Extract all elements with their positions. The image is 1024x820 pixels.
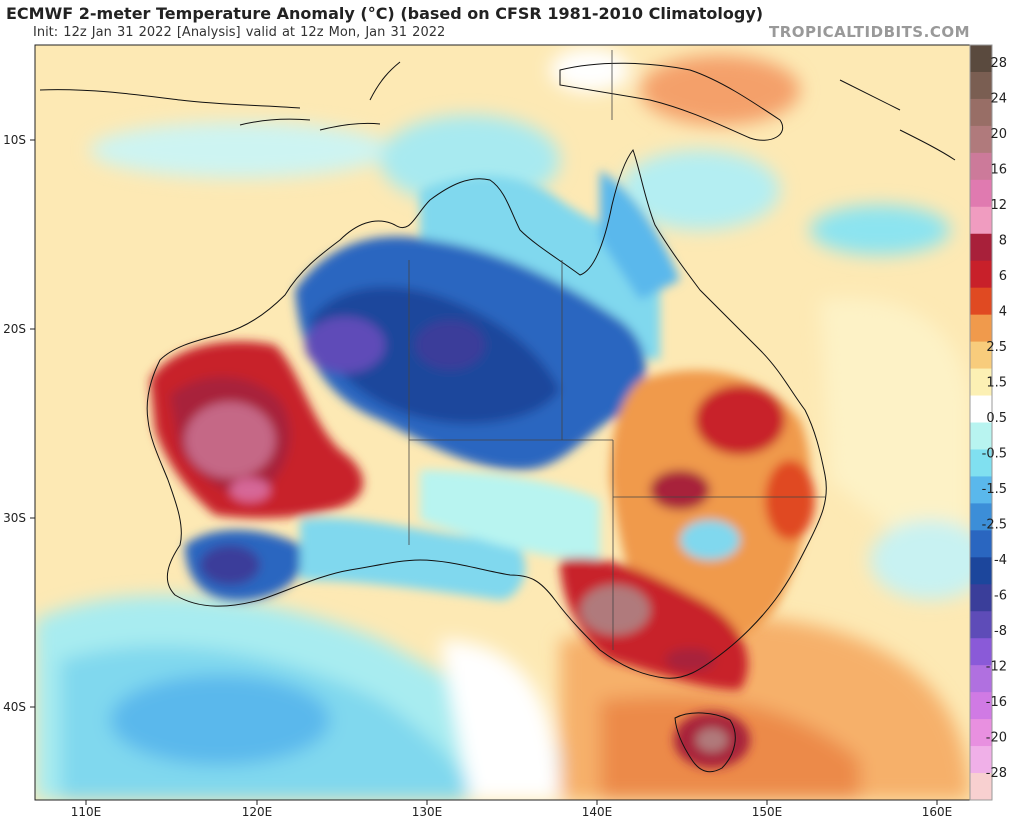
colorbar-label: 24	[990, 92, 1007, 107]
colorbar-label: -6	[994, 589, 1007, 604]
colorbar-labels: 28 24 20 16 12 8 6 4 2.5 1.5 0.5 -0.5 -1.5 -2.5 -4 -6 -8…	[982, 56, 1007, 781]
colorbar-label: 4	[999, 305, 1007, 320]
brand-watermark: TROPICALTIDBITS.COM	[769, 23, 970, 41]
lat-label-10s: 10S	[3, 133, 26, 147]
colorbar-swatch	[970, 611, 992, 639]
colorbar-label: -20	[986, 731, 1007, 746]
colorbar-label: 12	[990, 198, 1007, 213]
colorbar-swatch	[970, 233, 992, 262]
colorbar	[969, 44, 993, 801]
colorbar-swatch	[970, 206, 992, 235]
colorbar-label: -16	[986, 695, 1007, 710]
lon-label-120e: 120E	[242, 805, 273, 819]
colorbar-swatch	[970, 449, 992, 477]
colorbar-swatch	[970, 287, 992, 316]
colorbar-label: -2.5	[982, 518, 1007, 533]
colorbar-swatch	[970, 503, 992, 531]
lat-label-40s: 40S	[3, 700, 26, 714]
lon-label-160e: 160E	[922, 805, 953, 819]
lon-axis: 110E 120E 130E 140E 150E 160E	[71, 800, 953, 819]
colorbar-label: -4	[994, 553, 1007, 568]
colorbar-swatch	[970, 422, 992, 450]
colorbar-swatch	[970, 638, 992, 666]
lon-label-140e: 140E	[582, 805, 613, 819]
colorbar-swatch	[970, 476, 992, 504]
colorbar-swatch	[970, 530, 992, 558]
colorbar-swatch	[970, 584, 992, 612]
colorbar-swatch	[970, 341, 992, 370]
colorbar-swatch	[970, 179, 992, 208]
colorbar-swatch	[970, 125, 992, 154]
colorbar-label: -12	[986, 660, 1007, 675]
colorbar-swatch	[970, 98, 992, 127]
colorbar-swatch	[970, 773, 992, 801]
colorbar-swatch	[970, 746, 992, 774]
map-subtitle: Init: 12z Jan 31 2022 [Analysis] valid a…	[33, 25, 446, 40]
colorbar-label: -1.5	[982, 482, 1007, 497]
colorbar-swatch	[970, 71, 992, 100]
colorbar-label: -0.5	[982, 447, 1007, 462]
colorbar-swatch	[970, 260, 992, 289]
colorbar-swatch	[970, 719, 992, 747]
lat-label-20s: 20S	[3, 322, 26, 336]
colorbar-swatch	[970, 692, 992, 720]
colorbar-label: -8	[994, 624, 1007, 639]
colorbar-swatch	[970, 665, 992, 693]
colorbar-swatch	[970, 314, 992, 343]
lon-label-110e: 110E	[71, 805, 102, 819]
colorbar-swatch	[970, 45, 992, 73]
state-borders	[408, 50, 825, 650]
colorbar-label: 8	[999, 234, 1007, 249]
colorbar-swatch	[970, 557, 992, 585]
colorbar-label: 2.5	[986, 340, 1007, 355]
coastlines	[39, 61, 956, 773]
lon-label-130e: 130E	[412, 805, 443, 819]
colorbar-swatch	[970, 152, 992, 181]
anomaly-field	[35, 45, 970, 800]
colorbar-label: -28	[986, 766, 1007, 781]
colorbar-label: 0.5	[986, 411, 1007, 426]
lat-axis: 10S 20S 30S 40S	[3, 133, 35, 714]
lon-label-150e: 150E	[752, 805, 783, 819]
lat-label-30s: 30S	[3, 511, 26, 525]
colorbar-label: 20	[990, 127, 1007, 142]
colorbar-label: 16	[990, 163, 1007, 178]
colorbar-swatch	[970, 368, 992, 397]
colorbar-label: 1.5	[986, 376, 1007, 391]
colorbar-label: 28	[990, 56, 1007, 71]
map-title: ECMWF 2-meter Temperature Anomaly (°C) (…	[6, 4, 764, 23]
colorbar-label: 6	[999, 269, 1007, 284]
colorbar-swatch	[970, 395, 992, 423]
